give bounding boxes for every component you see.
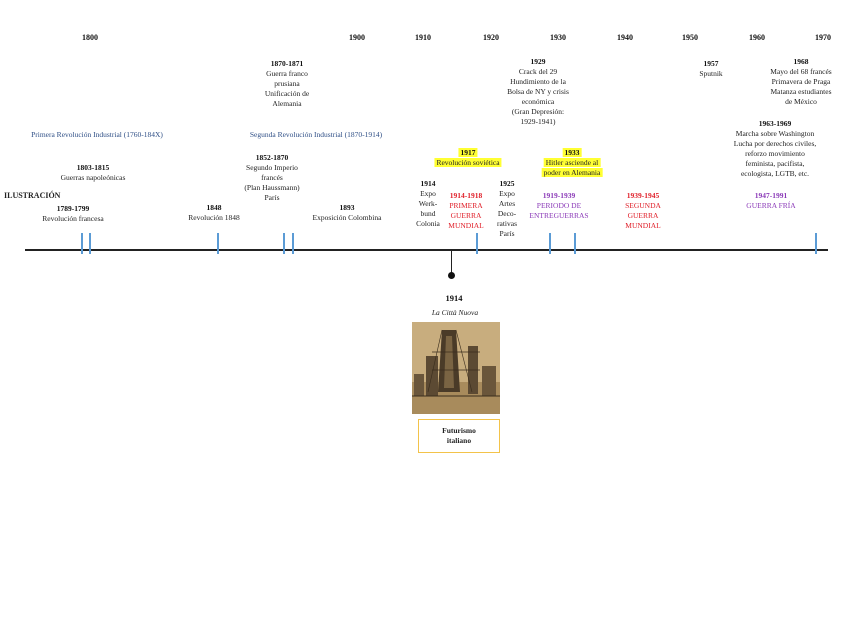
timeline-tick [815,233,817,254]
timeline-tick [292,233,294,254]
event-1870: 1870-1871 Guerra franco prusiana Unifica… [264,59,310,108]
timeline-tick [549,233,551,254]
event-1947: 1947-1991 GUERRA FRÍA [746,191,796,210]
year-label: 1900 [349,33,365,42]
event-1893: 1893 Exposición Colombina [312,203,382,222]
year-label: 1960 [749,33,765,42]
event-1957: 1957 Sputnik [699,59,723,78]
featured-dot [448,272,455,279]
event-1789: 1789-1799 Revolución francesa [42,204,104,223]
period-second-industrial-revolution: Segunda Revolución Industrial (1870-1914… [249,130,383,139]
timeline-tick [89,233,91,254]
timeline-tick [476,233,478,254]
year-label: 1950 [682,33,698,42]
la-citta-nuova-illustration [412,322,500,414]
year-label: 1930 [550,33,566,42]
featured-year: 1914 [445,293,463,303]
event-1848: 1848 Revolución 1848 [188,203,240,222]
label-ilustracion: ILUSTRACIÓN [4,191,61,200]
timeline-tick [217,233,219,254]
event-1917: 1917 Revolución soviética [434,148,502,167]
event-1803: 1803-1815 Guerras napoleónicas [60,163,126,182]
timeline-tick [574,233,576,254]
event-1914-war: 1914-1918 PRIMERA GUERRA MUNDIAL [448,191,484,230]
event-1919: 1919-1939 PERIODO DE ENTREGUERRAS [529,191,589,220]
featured-caption: Futurismo italiano [418,419,500,453]
timeline-axis [25,249,828,251]
timeline-tick [81,233,83,254]
event-1963: 1963-1969 Marcha sobre Washington Lucha … [733,119,817,178]
year-label: 1970 [815,33,831,42]
event-1968: 1968 Mayo del 68 francés Primavera de Pr… [770,57,832,106]
event-1914-expo: 1914 Expo Werk- bund Colonia [416,179,440,228]
event-1933: 1933 Hitler asciende al poder en Alemani… [541,148,603,177]
timeline-tick [283,233,285,254]
event-1939: 1939-1945 SEGUNDA GUERRA MUNDIAL [625,191,661,230]
year-label: 1940 [617,33,633,42]
featured-stem [451,251,452,275]
featured-image [412,322,500,414]
event-1852: 1852-1870 Segundo Imperio francés (Plan … [244,153,300,202]
year-label: 1800 [82,33,98,42]
year-label: 1910 [415,33,431,42]
year-label: 1920 [483,33,499,42]
period-first-industrial-revolution: Primera Revolución Industrial (1760-184X… [31,130,163,139]
featured-title: La Città Nuova [431,308,479,317]
event-1925: 1925 Expo Artes Deco- rativas París [497,179,517,238]
event-1929: 1929 Crack del 29 Hundimiento de la Bols… [507,57,569,126]
